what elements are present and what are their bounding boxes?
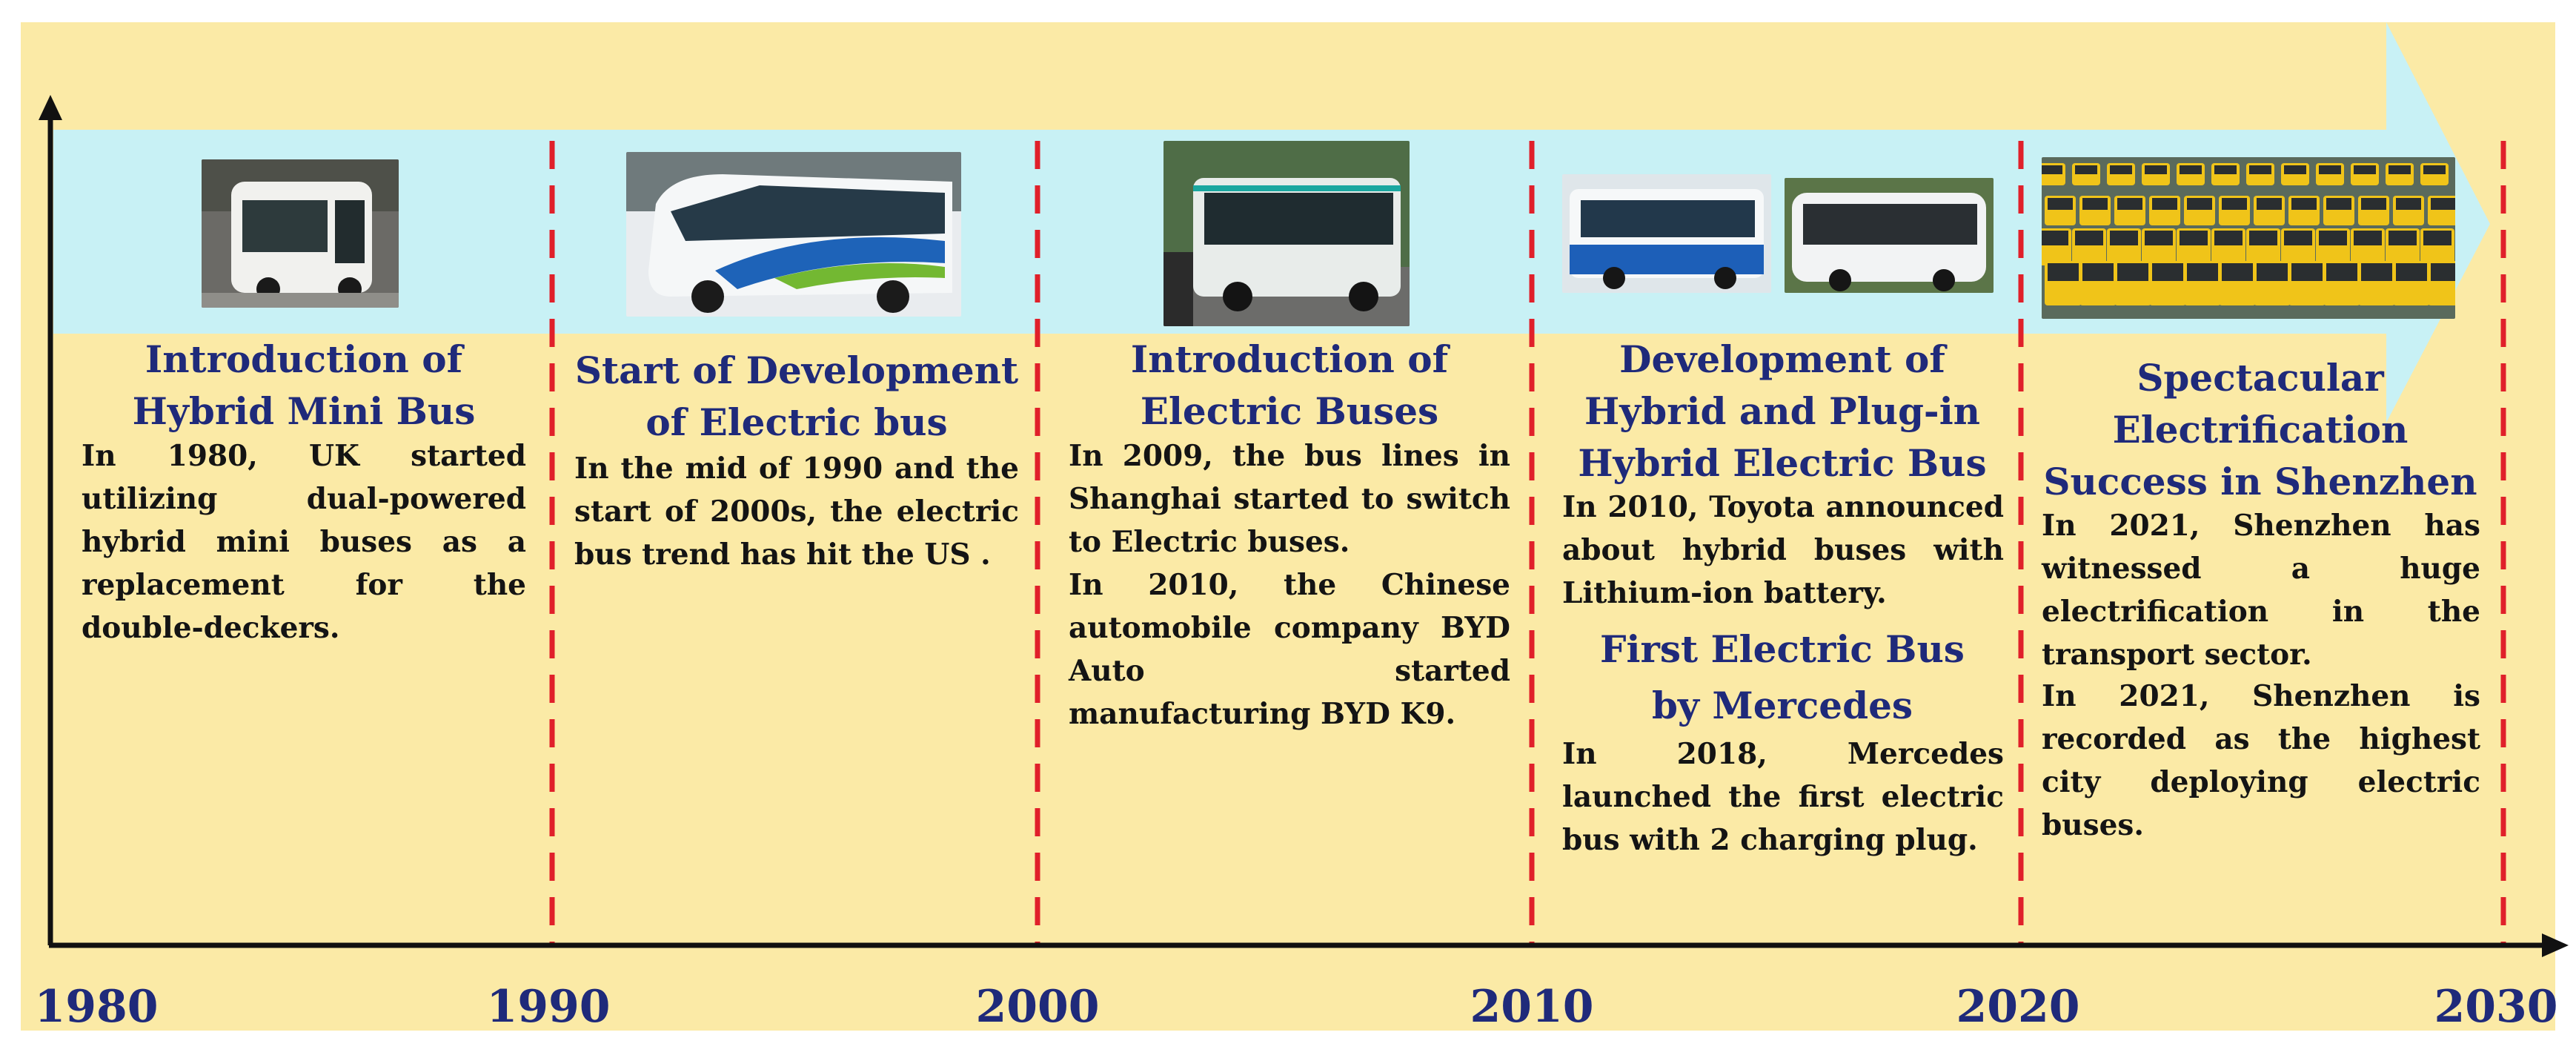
year-label-2020: 2020 xyxy=(1956,981,2080,1033)
era-1-body: In 1980, UK started utilizing dual-power… xyxy=(82,439,526,645)
year-label-1990: 1990 xyxy=(486,981,611,1033)
era-1-title: Introduction of Hybrid Mini Bus xyxy=(132,337,476,433)
era-4-body-2: In 2018, Mercedes launched the first ele… xyxy=(1562,737,2004,857)
era-2-title: Start of Development of Electric bus xyxy=(574,348,1019,444)
hybrid-bus-photo xyxy=(1562,174,1771,293)
era-2-body: In the mid of 1990 and the start of 2000… xyxy=(574,452,1019,572)
y-axis-arrowhead xyxy=(39,95,62,120)
year-label-2030: 2030 xyxy=(2434,981,2558,1033)
era-5-title: Spectacular Electrification Success in S… xyxy=(2043,356,2477,503)
electric-bus-photo xyxy=(626,152,961,317)
year-label-2000: 2000 xyxy=(975,981,1100,1033)
electric-buses-photo xyxy=(1163,141,1410,326)
x-axis-arrowhead xyxy=(2542,933,2569,957)
era-3-body-2: In 2010, the Chinese automobile company … xyxy=(1069,568,1510,731)
era-3-body-1: In 2009, the bus lines in Shanghai start… xyxy=(1069,439,1510,559)
era-dividers xyxy=(549,141,2506,945)
era-5-body-1: In 2021, Shenzhen has witnessed a huge e… xyxy=(2042,509,2480,672)
era-3-title: Introduction of Electric Buses xyxy=(1130,337,1449,433)
era-4-title-2: First Electric Bus by Mercedes xyxy=(1600,627,1965,727)
mercedes-electric-bus-photo xyxy=(1785,178,1994,293)
hybrid-mini-bus-photo xyxy=(202,159,399,308)
year-label-2010: 2010 xyxy=(1470,981,1594,1033)
year-label-1980: 1980 xyxy=(34,981,159,1033)
era-4-title: Development of Hybrid and Plug-in Hybrid… xyxy=(1578,337,1987,485)
shenzhen-bus-fleet-photo xyxy=(2042,157,2455,319)
era-4-body-1: In 2010, Toyota announced about hybrid b… xyxy=(1562,490,2004,610)
era-5-body-2: In 2021, Shenzhen is recorded as the hig… xyxy=(2042,679,2480,842)
